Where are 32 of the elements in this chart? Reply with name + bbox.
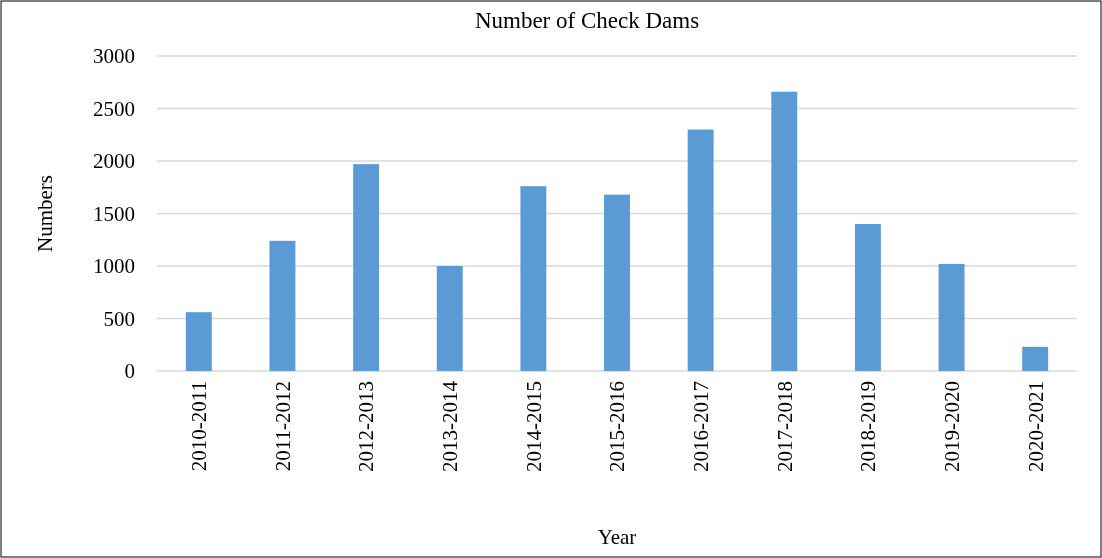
x-axis-title: Year bbox=[597, 525, 637, 549]
x-tick-label: 2011-2012 bbox=[270, 381, 295, 472]
y-tick-label: 1000 bbox=[93, 254, 135, 279]
bar bbox=[353, 164, 380, 371]
y-tick-label: 0 bbox=[124, 359, 135, 384]
x-tick-label: 2010-2011 bbox=[187, 381, 212, 472]
y-tick-label: 2000 bbox=[93, 149, 135, 174]
bar bbox=[1022, 346, 1049, 371]
bar bbox=[185, 312, 212, 371]
x-tick-label: 2017-2018 bbox=[772, 381, 797, 472]
y-axis-title: Numbers bbox=[33, 175, 57, 252]
bar bbox=[771, 91, 798, 371]
x-tick-label: 2014-2015 bbox=[521, 381, 546, 472]
y-tick-label: 2500 bbox=[93, 96, 135, 121]
x-tick-label: 2018-2019 bbox=[856, 381, 881, 472]
bar bbox=[854, 224, 881, 371]
bar bbox=[436, 266, 463, 371]
bar bbox=[269, 240, 296, 371]
x-tick-label: 2016-2017 bbox=[688, 381, 713, 472]
y-tick-label: 1500 bbox=[93, 201, 135, 226]
chart-title: Number of Check Dams bbox=[474, 8, 700, 33]
x-tick-label: 2019-2020 bbox=[939, 381, 964, 472]
bar bbox=[520, 186, 547, 371]
x-tick-label: 2015-2016 bbox=[605, 381, 630, 472]
bar bbox=[938, 263, 965, 371]
x-tick-label: 2012-2013 bbox=[354, 381, 379, 472]
x-tick-label: 2020-2021 bbox=[1023, 381, 1048, 472]
bar bbox=[604, 194, 630, 371]
bar bbox=[687, 129, 714, 371]
y-tick-label: 500 bbox=[103, 306, 135, 331]
y-tick-label: 3000 bbox=[93, 44, 135, 69]
x-tick-label: 2013-2014 bbox=[438, 380, 463, 472]
